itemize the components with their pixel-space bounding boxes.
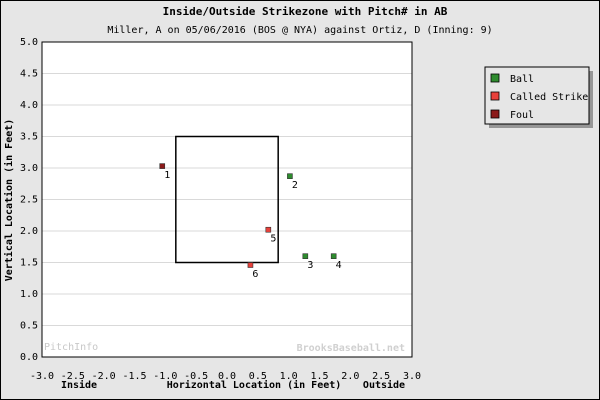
pitch-point [265,226,272,233]
strike-zone-layer [175,135,279,264]
y-tick-label: 3.5 [20,132,38,143]
x-tick-label: -2.0 [92,371,116,382]
watermark-left: PitchInfo [44,342,98,353]
x-tick-label: -1.0 [153,371,177,382]
x-tick-labels: -3.0 -2.5 -2.0 -1.5 -1.0 -0.5 0.0 0.5 1.0 1.5 2.0 2… [30,371,421,382]
x-tick-label: -1.5 [122,371,146,382]
x-tick-label: -0.5 [184,371,208,382]
x-tick-label: -2.5 [61,371,85,382]
pitch-points: 1 2 3 4 5 6 [159,163,342,280]
legend-swatch [490,91,500,101]
x-axis-title: Horizontal Location (in Feet) [167,379,342,391]
y-tick-label: 2.5 [20,195,38,206]
chart-subtitle: Miller, A on 05/06/2016 (BOS @ NYA) agai… [107,25,492,36]
pitch-point [159,163,166,169]
pitch-point [287,173,293,179]
pitch-number-label: 2 [292,180,298,191]
x-side-label-inside: Inside [61,379,97,391]
legend-entry: Ball [510,74,534,85]
chart-title: Inside/Outside Strikezone with Pitch# in… [163,5,448,18]
watermark-right: BrooksBaseball.net [297,343,405,354]
legend: Ball Called Strike Foul [484,66,593,128]
plot-border [41,41,413,358]
y-tick-label: 4.0 [20,100,38,111]
x-tick-label: 3.0 [403,371,421,382]
legend-entry: Called Strike [510,92,588,103]
x-tick-label: 2.5 [372,371,390,382]
x-tick-label: 1.0 [280,371,298,382]
y-tick-labels: 0.0 0.5 1.0 1.5 2.0 2.5 3.0 3.5 4.0 4.5 5.0 [20,37,38,363]
x-side-label-outside: Outside [363,379,405,391]
x-tick-label: 0.0 [218,371,236,382]
legend-swatch [490,109,500,119]
y-axis-title: Vertical Location (in Feet) [3,119,15,282]
y-tick-label: 1.5 [20,258,38,269]
pitch-point [247,262,254,268]
legend-entry: Foul [510,110,534,121]
strike-zone [175,135,279,264]
y-tick-label: 3.0 [20,163,38,174]
x-tick-label: -3.0 [30,371,54,382]
x-tick-label: 1.5 [310,371,328,382]
y-tick-label: 4.5 [20,69,38,80]
x-tick-label: 0.5 [249,371,267,382]
legend-box [484,66,590,125]
pitch-point [302,253,309,259]
y-tick-label: 0.0 [20,352,38,363]
pitch-number-label: 3 [307,260,313,271]
x-tick-label: 2.0 [341,371,359,382]
y-tick-label: 0.5 [20,321,38,332]
pitch-number-label: 6 [252,269,258,280]
pitch-number-label: 5 [270,234,276,245]
y-tick-label: 5.0 [20,37,38,48]
pitch-number-label: 4 [336,260,342,271]
pitch-number-label: 1 [164,170,170,181]
legend-swatch [490,73,500,83]
y-tick-label: 2.0 [20,226,38,237]
pitch-point [330,253,337,259]
y-tick-label: 1.0 [20,289,38,300]
